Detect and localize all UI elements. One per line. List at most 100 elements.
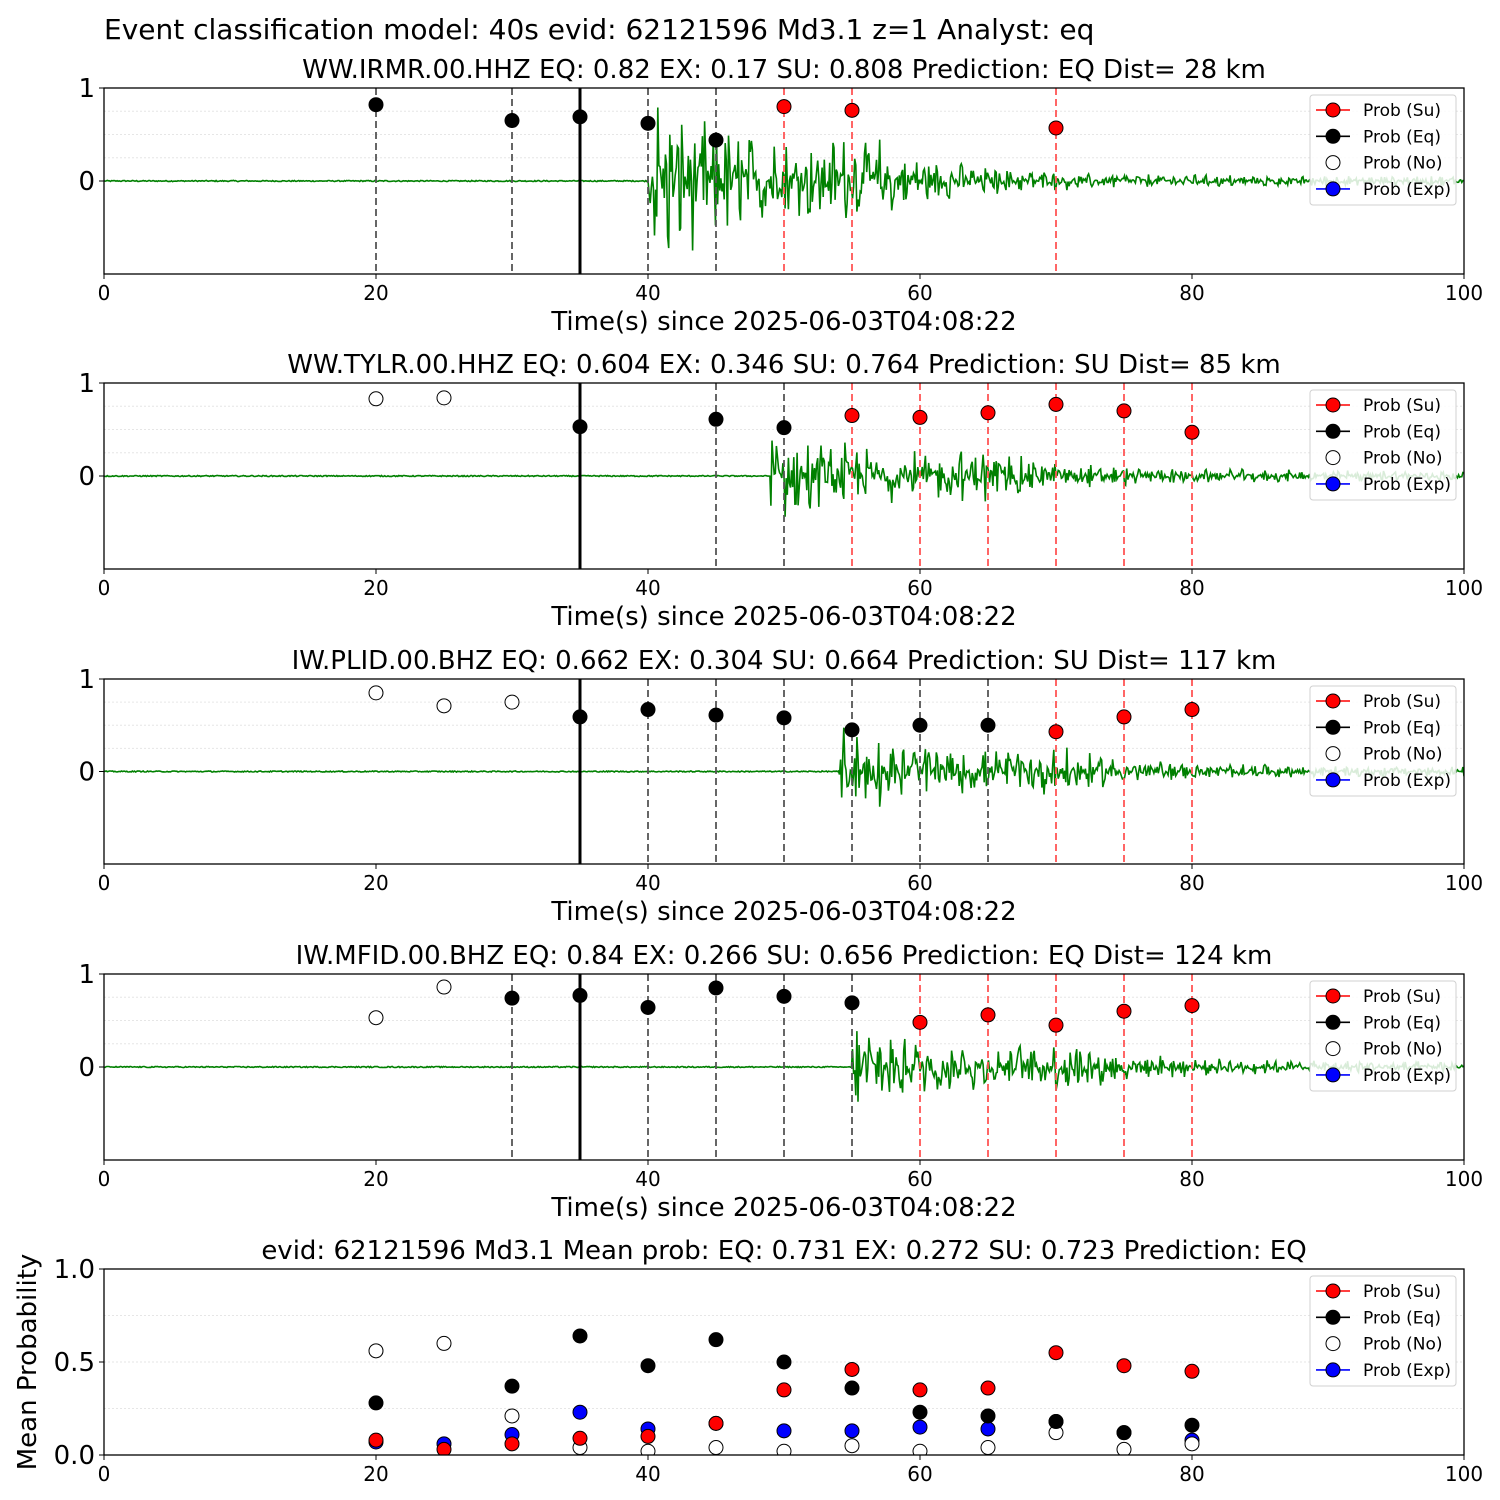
eq-prob-point <box>844 995 860 1011</box>
no-prob-point <box>844 1438 860 1454</box>
legend-exp: Prob (Exp) <box>1316 180 1451 200</box>
su-prob-point <box>708 1415 724 1431</box>
legend-no: Prob (No) <box>1325 745 1443 765</box>
x-tick-label: 80 <box>1179 871 1204 895</box>
legend-box <box>1309 980 1457 1092</box>
legend-no: Prob (No) <box>1325 1335 1443 1355</box>
legend-label: Prob (No) <box>1363 1040 1443 1060</box>
x-tick-label: 100 <box>1445 1167 1483 1191</box>
legend-label: Prob (Eq) <box>1363 422 1441 442</box>
x-tick-label: 100 <box>1445 281 1483 305</box>
legend-label: Prob (Su) <box>1363 1282 1441 1302</box>
no-prob-point <box>1184 1436 1200 1452</box>
no-prob-point <box>436 390 452 406</box>
su-prob-point <box>844 102 860 118</box>
legend-label: Prob (Exp) <box>1363 475 1451 495</box>
x-axis-label: Time(s) since 2025-06-03T04:08:22 <box>550 897 1016 927</box>
no-prob-point <box>368 391 384 407</box>
legend-label: Prob (No) <box>1363 745 1443 765</box>
y-tick-label: 0.5 <box>54 1348 95 1378</box>
legend-label: Prob (Exp) <box>1363 1066 1451 1086</box>
eq-prob-point <box>708 132 724 148</box>
legend-marker <box>1325 1362 1341 1378</box>
legend-marker <box>1325 423 1341 439</box>
y-tick-label: 0 <box>78 462 95 492</box>
legend-marker <box>1325 772 1341 788</box>
legend: Prob (Su) Prob (Eq) Prob (No) Prob (Exp) <box>1309 980 1457 1092</box>
su-prob-point <box>912 1014 928 1030</box>
legend-box <box>1309 1275 1457 1387</box>
legend-su: Prob (Su) <box>1316 692 1441 712</box>
eq-prob-point <box>368 1395 384 1411</box>
eq-prob-point <box>504 113 520 129</box>
x-tick-label: 60 <box>907 281 932 305</box>
legend-exp: Prob (Exp) <box>1316 1066 1451 1086</box>
exp-prob-point <box>980 1421 996 1437</box>
no-prob-point <box>436 979 452 995</box>
legend-label: Prob (Su) <box>1363 987 1441 1007</box>
legend-box <box>1309 389 1457 501</box>
plot-area <box>104 383 1464 569</box>
no-prob-point <box>640 1443 656 1455</box>
waveform-trace <box>104 107 1464 251</box>
x-tick-label: 80 <box>1179 1462 1204 1486</box>
su-prob-point <box>1116 403 1132 419</box>
legend: Prob (Su) Prob (Eq) Prob (No) Prob (Exp) <box>1309 389 1457 501</box>
legend: Prob (Su) Prob (Eq) Prob (No) Prob (Exp) <box>1309 1275 1457 1387</box>
legend-marker <box>1325 155 1341 171</box>
y-tick-label: 1.0 <box>54 1255 95 1285</box>
x-tick-label: 0 <box>98 281 111 305</box>
plot-area <box>104 1315 1464 1455</box>
legend-no: Prob (No) <box>1325 449 1443 469</box>
y-tick-label: 0 <box>78 167 95 197</box>
y-tick-label: 1 <box>78 665 95 695</box>
legend-label: Prob (Exp) <box>1363 180 1451 200</box>
x-tick-label: 20 <box>363 1167 388 1191</box>
x-tick-label: 0 <box>98 1462 111 1486</box>
x-tick-label: 80 <box>1179 1167 1204 1191</box>
x-tick-label: 100 <box>1445 576 1483 600</box>
eq-prob-point <box>504 990 520 1006</box>
y-tick-label: 1 <box>78 369 95 399</box>
legend-label: Prob (Eq) <box>1363 1013 1441 1033</box>
panel-title: evid: 62121596 Md3.1 Mean prob: EQ: 0.73… <box>261 1236 1306 1266</box>
legend-label: Prob (Eq) <box>1363 1308 1441 1328</box>
eq-prob-point <box>572 987 588 1003</box>
su-prob-point <box>1048 724 1064 740</box>
legend-marker <box>1325 1014 1341 1030</box>
eq-prob-point <box>1184 1417 1200 1433</box>
exp-prob-point <box>776 1423 792 1439</box>
su-prob-point <box>572 1430 588 1446</box>
no-prob-point <box>436 698 452 714</box>
su-prob-point <box>1116 1003 1132 1019</box>
legend-marker <box>1325 1336 1341 1352</box>
su-prob-point <box>776 99 792 115</box>
legend-su: Prob (Su) <box>1316 101 1441 121</box>
panel-title: IW.PLID.00.BHZ EQ: 0.662 EX: 0.304 SU: 0… <box>292 646 1277 676</box>
eq-prob-point <box>572 709 588 725</box>
y-tick-label: 1 <box>78 960 95 990</box>
x-tick-label: 80 <box>1179 576 1204 600</box>
su-prob-point <box>640 1428 656 1444</box>
panel-3: IW.PLID.00.BHZ EQ: 0.662 EX: 0.304 SU: 0… <box>78 646 1483 927</box>
panel-5: evid: 62121596 Md3.1 Mean prob: EQ: 0.73… <box>13 1236 1483 1486</box>
figure-title: Event classification model: 40s evid: 62… <box>104 13 1094 46</box>
x-tick-label: 40 <box>635 1167 660 1191</box>
plot-area <box>104 974 1464 1160</box>
su-prob-point <box>1184 424 1200 440</box>
no-prob-point <box>368 1010 384 1026</box>
legend-eq: Prob (Eq) <box>1316 1308 1441 1328</box>
no-prob-point <box>504 1408 520 1424</box>
exp-prob-point <box>912 1419 928 1435</box>
x-tick-label: 100 <box>1445 871 1483 895</box>
eq-prob-point <box>980 717 996 733</box>
eq-prob-point <box>912 1404 928 1420</box>
y-axis-label: Mean Probability <box>13 1254 43 1471</box>
x-tick-label: 0 <box>98 1167 111 1191</box>
plot-area <box>104 88 1464 274</box>
exp-prob-point <box>572 1404 588 1420</box>
legend-marker <box>1325 1067 1341 1083</box>
legend-exp: Prob (Exp) <box>1316 475 1451 495</box>
x-tick-label: 60 <box>907 1462 932 1486</box>
